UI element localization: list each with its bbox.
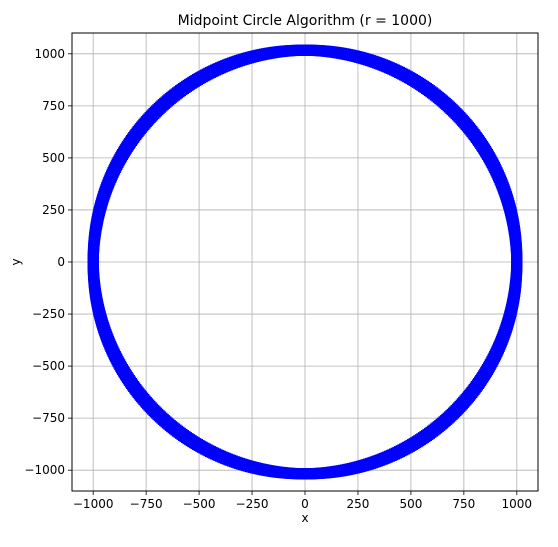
y-tick-label: −250 [32, 307, 65, 321]
x-axis-ticks: −1000 −750 −500 −250 0 250 500 750 1000 [73, 491, 532, 511]
y-tick-label: −500 [32, 359, 65, 373]
x-tick-label: −750 [130, 497, 163, 511]
y-axis-ticks: −1000 −750 −500 −250 0 250 500 750 1000 [24, 47, 72, 477]
y-tick-label: −750 [32, 411, 65, 425]
circle-point [511, 258, 523, 270]
y-tick-label: 500 [42, 151, 65, 165]
y-tick-label: 1000 [34, 47, 65, 61]
circle-series [87, 44, 523, 480]
x-tick-label: 0 [301, 497, 309, 511]
x-tick-label: 750 [452, 497, 475, 511]
x-axis-label: x [301, 511, 308, 525]
y-tick-label: 750 [42, 99, 65, 113]
x-tick-label: −250 [236, 497, 269, 511]
x-tick-label: 250 [347, 497, 370, 511]
x-tick-label: −500 [183, 497, 216, 511]
y-axis-label: y [9, 258, 23, 265]
y-tick-label: −1000 [24, 463, 65, 477]
x-tick-label: 1000 [502, 497, 533, 511]
y-tick-label: 250 [42, 203, 65, 217]
x-tick-label: −1000 [73, 497, 114, 511]
chart-title: Midpoint Circle Algorithm (r = 1000) [178, 13, 433, 29]
x-tick-label: 500 [399, 497, 422, 511]
grid-lines [72, 33, 538, 491]
y-tick-label: 0 [57, 255, 65, 269]
